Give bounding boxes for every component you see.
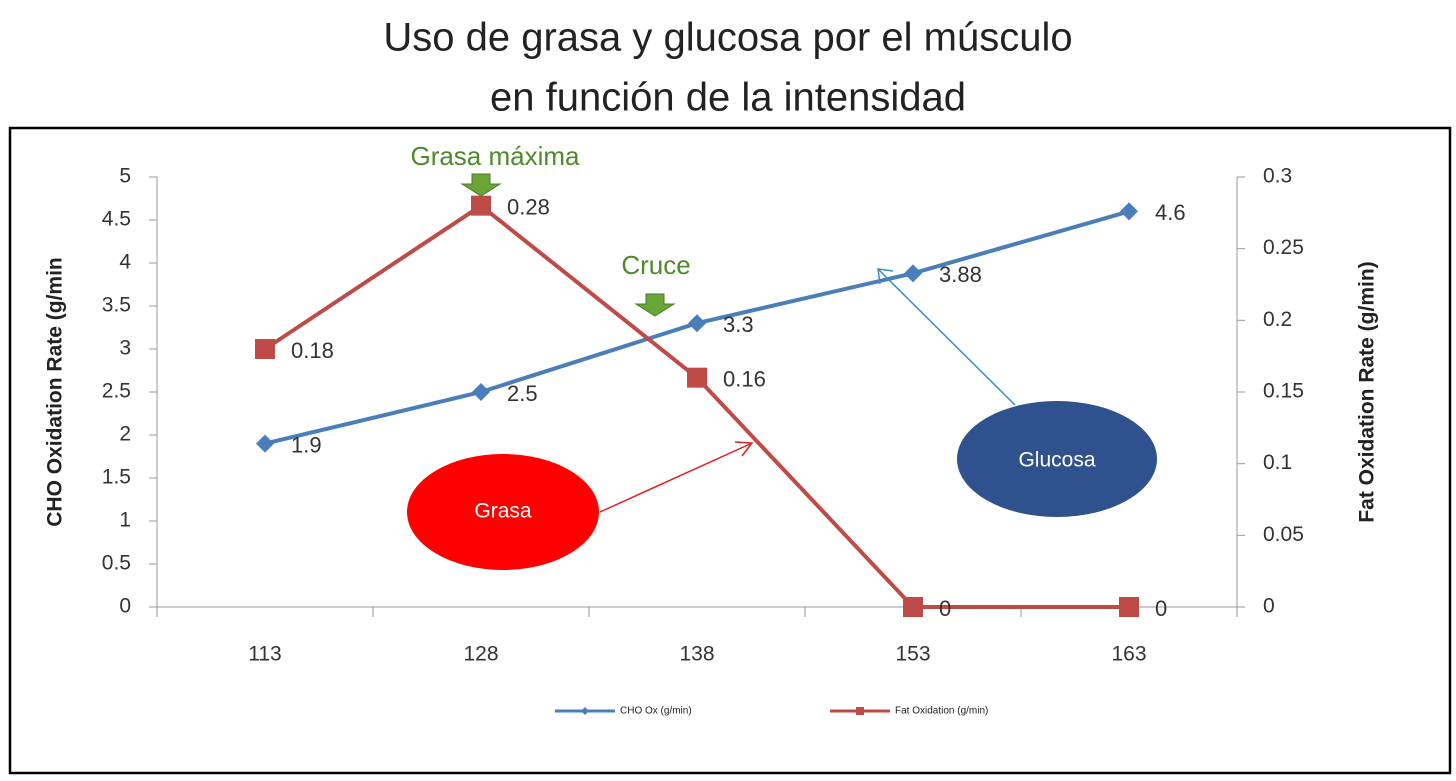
data-point [904, 264, 922, 283]
data-label: 4.6 [1155, 200, 1186, 225]
x-tick-label: 153 [895, 643, 930, 666]
data-label: 0.28 [507, 194, 550, 219]
annotation: Grasa [474, 500, 532, 523]
y-tick-label: 1.5 [102, 466, 131, 489]
data-point [1120, 202, 1138, 221]
y-tick-label: 3 [119, 337, 131, 360]
y-tick-label: 4 [119, 251, 131, 274]
annotation: Grasa máxima [410, 141, 580, 171]
data-label: 1.9 [291, 432, 322, 457]
y-axis-title: CHO Oxidation Rate (g/min [44, 257, 67, 527]
chart-title: Uso de grasa y glucosa por el músculo [383, 16, 1072, 60]
arrow-icon [634, 293, 676, 317]
annotation: Cruce [621, 250, 690, 280]
y-tick-label: 0 [119, 595, 131, 618]
pointer [878, 269, 1016, 406]
y-tick-label: 1 [119, 509, 131, 532]
y2-tick-label: 0.2 [1263, 308, 1292, 331]
pointer-head [877, 268, 894, 285]
y2-tick-label: 0 [1263, 595, 1275, 618]
arrow-icon [460, 173, 502, 197]
y-tick-label: 2.5 [102, 380, 131, 403]
data-point [1119, 597, 1139, 617]
annotation: Glucosa [1018, 449, 1095, 472]
x-tick-label: 113 [248, 643, 281, 666]
data-label: 3.3 [723, 312, 754, 337]
pointer-head [734, 441, 754, 457]
data-point [256, 434, 274, 453]
data-label: 0.18 [291, 338, 334, 363]
data-label: 0.16 [723, 366, 766, 391]
legend-label: CHO Ox (g/min) [620, 706, 692, 717]
ellipse [957, 401, 1157, 517]
chart-frame [8, 126, 1452, 775]
data-point [903, 597, 923, 617]
x-tick-label: 163 [1111, 643, 1146, 666]
annotations: Grasa máxima Cruce Grasa Glucosa [407, 141, 1157, 570]
data-label: 3.88 [939, 262, 982, 287]
data-point [255, 339, 275, 359]
y2-tick-label: 0.25 [1263, 236, 1304, 259]
chart-title: en función de la intensidad [490, 76, 966, 120]
x-tick-label: 138 [679, 643, 714, 666]
legend-label: Fat Oxidation (g/min) [895, 706, 988, 717]
ellipse [407, 454, 599, 570]
y2-tick-label: 0.15 [1263, 380, 1304, 403]
legend-marker [581, 707, 589, 715]
y2-axis-title: Fat Oxidation Rate (g/min) [1356, 261, 1379, 522]
y2-tick-label: 0.1 [1263, 451, 1292, 474]
y-tick-label: 3.5 [102, 294, 131, 317]
y-tick-label: 2 [119, 423, 131, 446]
x-tick-label: 128 [463, 643, 498, 666]
data-label: 0 [1155, 596, 1167, 621]
data-point [471, 195, 491, 216]
series-line [263, 203, 1129, 609]
y-tick-label: 5 [119, 165, 131, 188]
data-point [687, 367, 707, 388]
y2-tick-label: 0.3 [1263, 165, 1292, 188]
plot: 0 0.5 1 1.5 2 2.5 3 3.5 4 4.5 5 0 0.05 0.1 0.15 0.2 0.25… [102, 165, 1304, 717]
y-tick-label: 0.5 [102, 552, 131, 575]
data-label: 2.5 [507, 381, 538, 406]
y2-tick-label: 0.05 [1263, 523, 1304, 546]
legend-marker [856, 707, 864, 715]
data-point [688, 314, 706, 333]
pointer [599, 443, 751, 513]
data-point [472, 383, 490, 401]
y-tick-label: 4.5 [102, 208, 131, 231]
data-label: 0 [939, 596, 951, 621]
